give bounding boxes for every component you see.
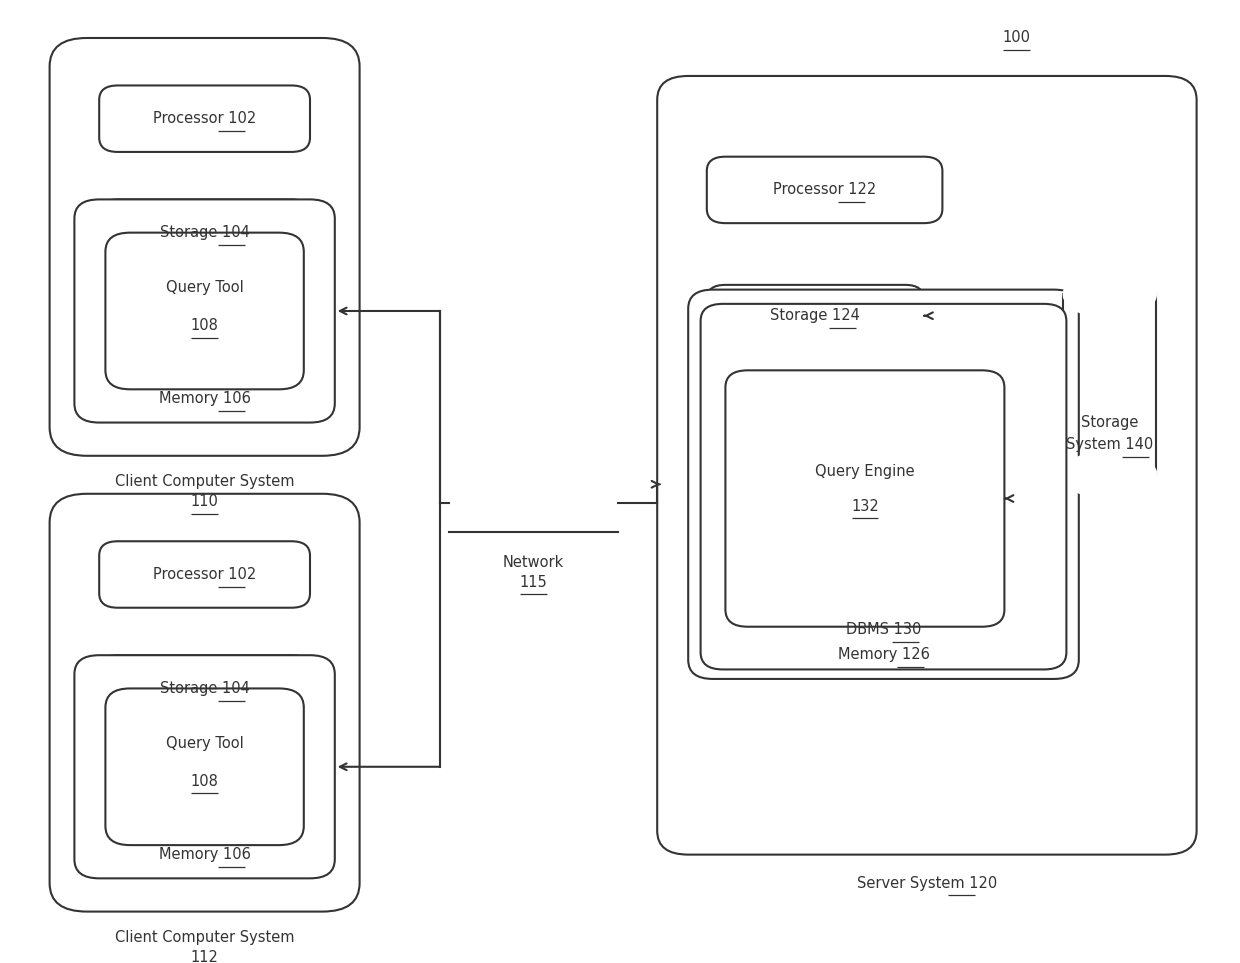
Text: DBMS 130: DBMS 130 bbox=[846, 622, 921, 638]
Text: Memory 126: Memory 126 bbox=[837, 647, 930, 662]
FancyBboxPatch shape bbox=[50, 38, 360, 455]
FancyBboxPatch shape bbox=[105, 233, 304, 389]
FancyBboxPatch shape bbox=[688, 290, 1079, 679]
Text: 108: 108 bbox=[191, 773, 218, 789]
FancyBboxPatch shape bbox=[74, 199, 335, 423]
Text: Storage 104: Storage 104 bbox=[160, 225, 249, 240]
Text: Processor 122: Processor 122 bbox=[773, 182, 877, 197]
Text: 132: 132 bbox=[851, 499, 879, 513]
Text: Server System 120: Server System 120 bbox=[857, 875, 997, 891]
Text: Storage: Storage bbox=[1081, 415, 1138, 430]
FancyBboxPatch shape bbox=[99, 86, 310, 152]
Text: Query Tool: Query Tool bbox=[166, 279, 243, 295]
Text: System 140: System 140 bbox=[1066, 437, 1153, 452]
Ellipse shape bbox=[580, 479, 645, 528]
Text: Query Tool: Query Tool bbox=[166, 736, 243, 750]
Text: 115: 115 bbox=[520, 575, 547, 589]
Text: 110: 110 bbox=[191, 494, 218, 508]
Text: Memory 106: Memory 106 bbox=[159, 847, 250, 862]
Ellipse shape bbox=[1063, 451, 1156, 499]
Text: 100: 100 bbox=[1003, 31, 1030, 45]
FancyBboxPatch shape bbox=[99, 541, 310, 608]
Ellipse shape bbox=[469, 476, 548, 536]
FancyBboxPatch shape bbox=[701, 304, 1066, 669]
Ellipse shape bbox=[479, 429, 588, 511]
Text: Client Computer System: Client Computer System bbox=[115, 929, 294, 945]
Ellipse shape bbox=[518, 476, 598, 536]
Ellipse shape bbox=[1063, 271, 1156, 318]
FancyBboxPatch shape bbox=[105, 689, 304, 846]
FancyBboxPatch shape bbox=[1063, 295, 1156, 475]
FancyBboxPatch shape bbox=[50, 494, 360, 912]
Text: Processor 102: Processor 102 bbox=[153, 111, 257, 126]
Ellipse shape bbox=[544, 455, 629, 520]
Ellipse shape bbox=[422, 479, 486, 528]
Text: Storage 124: Storage 124 bbox=[770, 308, 861, 324]
FancyBboxPatch shape bbox=[657, 76, 1197, 854]
Text: Network: Network bbox=[502, 555, 564, 570]
Ellipse shape bbox=[438, 455, 522, 520]
Text: Memory 106: Memory 106 bbox=[159, 391, 250, 406]
FancyBboxPatch shape bbox=[461, 461, 605, 510]
Text: Storage 104: Storage 104 bbox=[160, 681, 249, 696]
FancyBboxPatch shape bbox=[707, 157, 942, 223]
Text: Client Computer System: Client Computer System bbox=[115, 474, 294, 489]
FancyBboxPatch shape bbox=[725, 371, 1004, 627]
Text: Processor 102: Processor 102 bbox=[153, 567, 257, 582]
FancyBboxPatch shape bbox=[99, 655, 310, 721]
Text: Query Engine: Query Engine bbox=[815, 464, 915, 480]
FancyBboxPatch shape bbox=[449, 506, 618, 532]
FancyBboxPatch shape bbox=[74, 655, 335, 878]
Text: 108: 108 bbox=[191, 318, 218, 333]
Text: 112: 112 bbox=[191, 950, 218, 963]
FancyBboxPatch shape bbox=[99, 199, 310, 266]
FancyBboxPatch shape bbox=[707, 285, 924, 347]
